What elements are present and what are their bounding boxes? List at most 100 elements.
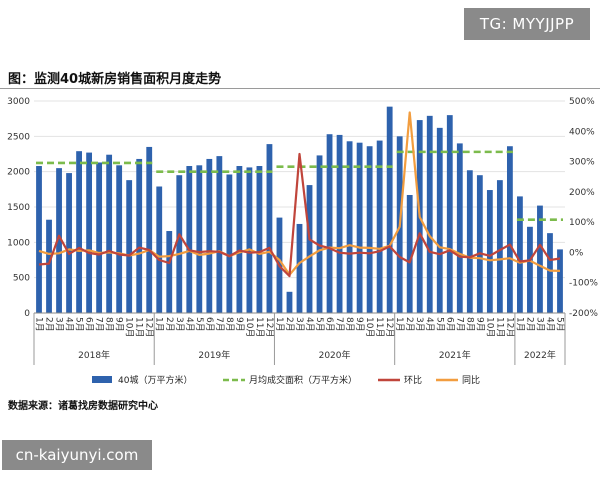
bar <box>486 190 493 313</box>
bar <box>146 146 153 313</box>
bar <box>286 291 293 313</box>
month-tick-label: 6月 <box>84 317 95 332</box>
month-tick-label: 8月 <box>104 317 115 332</box>
month-tick-label: 8月 <box>344 317 355 332</box>
bar <box>176 175 183 313</box>
bar <box>557 249 563 313</box>
right-tick-label: 300% <box>569 158 595 168</box>
source-note: 数据来源：诸葛找房数据研究中心 <box>8 401 158 412</box>
left-tick-label: 3000 <box>7 97 30 107</box>
rate-lines <box>38 111 561 278</box>
month-tick-label: 9月 <box>354 317 365 332</box>
month-tick-label: 1月 <box>154 317 165 332</box>
bar <box>96 162 103 313</box>
bar <box>356 142 363 313</box>
chart-canvas: 0 500 1000 1500 2000 2500 3000 -200% -100% 0% 100… <box>7 97 598 386</box>
month-tick-label: 4月 <box>64 317 75 332</box>
month-tick-label: 10月 <box>364 317 375 337</box>
month-tick-label: 5月 <box>434 317 445 332</box>
right-y-axis: -200% -100% 0% 100% 200% 300% 400% 500% <box>569 97 598 319</box>
month-tick-label: 6月 <box>444 317 455 332</box>
month-tick-label: 2月 <box>524 317 535 332</box>
month-tick-label: 3月 <box>414 317 425 332</box>
bar <box>366 146 373 313</box>
bar <box>476 175 483 313</box>
title-divider <box>0 88 600 89</box>
legend: 40城（万平方米） 月均成交面积（万平方米） 环比 同比 <box>92 374 480 386</box>
legend-label: 月均成交面积（万平方米） <box>249 374 357 386</box>
bar <box>136 158 143 313</box>
chart-title: 图：监测40城新房销售面积月度走势 <box>8 72 222 87</box>
bar <box>256 166 263 313</box>
bar <box>547 233 553 313</box>
x-axis: 1月 2月 3月 4月 5月 6月 7月 8月 9月 10月 11月 12月 1月 2月 3月 4月 5月 6月 7… <box>33 312 566 365</box>
bar <box>266 144 273 313</box>
left-tick-label: 0 <box>24 309 30 319</box>
mom-line <box>38 152 561 278</box>
month-tick-label: 7月 <box>214 317 225 332</box>
legend-swatch-bar <box>92 376 112 383</box>
bar <box>496 180 503 313</box>
bar <box>126 180 133 313</box>
month-tick-label: 11月 <box>374 317 385 337</box>
bar <box>46 219 52 313</box>
bar <box>196 165 203 313</box>
bar <box>296 223 303 313</box>
bar-series-40-cities <box>36 106 563 313</box>
year-label: 2018年 <box>78 349 110 361</box>
month-tick-label: 7月 <box>334 317 345 332</box>
bar <box>537 205 543 313</box>
month-tick-label: 5月 <box>554 317 565 332</box>
bar <box>156 186 163 313</box>
month-tick-label: 6月 <box>204 317 215 332</box>
left-tick-label: 1500 <box>7 203 30 213</box>
month-tick-label: 10月 <box>124 317 135 337</box>
month-tick-label: 9月 <box>234 317 245 332</box>
right-tick-label: 100% <box>569 218 595 228</box>
month-tick-label: 4月 <box>304 317 315 332</box>
bar <box>306 185 313 313</box>
year-label: 2021年 <box>439 349 471 361</box>
month-tick-label: 12月 <box>504 317 515 337</box>
month-tick-label: 11月 <box>494 317 505 337</box>
bar <box>76 151 82 313</box>
legend-label: 同比 <box>462 374 480 386</box>
month-tick-label: 1月 <box>274 317 285 332</box>
month-tick-label: 12月 <box>384 317 395 337</box>
bar <box>246 167 253 313</box>
bar <box>106 154 113 313</box>
bar <box>346 141 353 313</box>
bar <box>216 156 223 313</box>
month-tick-label: 10月 <box>244 317 255 337</box>
month-tick-label: 12月 <box>264 317 275 337</box>
bar <box>517 196 523 313</box>
left-tick-label: 500 <box>13 274 30 284</box>
watermark-badge-bottom: cn-kaiyunyi.com <box>2 440 152 470</box>
month-tick-label: 1月 <box>394 317 405 332</box>
month-tick-label: 8月 <box>224 317 235 332</box>
bar <box>376 140 383 313</box>
bar <box>236 166 243 313</box>
right-tick-label: 400% <box>569 127 595 137</box>
bar <box>406 194 413 313</box>
month-tick-label: 5月 <box>74 317 85 332</box>
month-tick-label: 3月 <box>54 317 65 332</box>
month-tick-label: 4月 <box>424 317 435 332</box>
year-label: 2022年 <box>524 349 556 361</box>
bar <box>166 231 173 313</box>
month-tick-label: 2月 <box>284 317 295 332</box>
bar <box>506 146 513 313</box>
right-tick-label: 0% <box>569 248 584 258</box>
month-tick-label: 7月 <box>94 317 105 332</box>
bar <box>527 226 533 313</box>
right-tick-label: 500% <box>569 97 595 107</box>
month-tick-label: 4月 <box>184 317 195 332</box>
bar <box>186 166 193 313</box>
month-tick-label: 7月 <box>454 317 465 332</box>
monthly-average-dashed-lines <box>36 150 563 222</box>
bar <box>436 127 443 313</box>
bar <box>326 134 333 313</box>
month-tick-label: 9月 <box>114 317 125 332</box>
left-y-axis: 0 500 1000 1500 2000 2500 3000 <box>7 97 30 319</box>
month-tick-label: 11月 <box>134 317 145 337</box>
